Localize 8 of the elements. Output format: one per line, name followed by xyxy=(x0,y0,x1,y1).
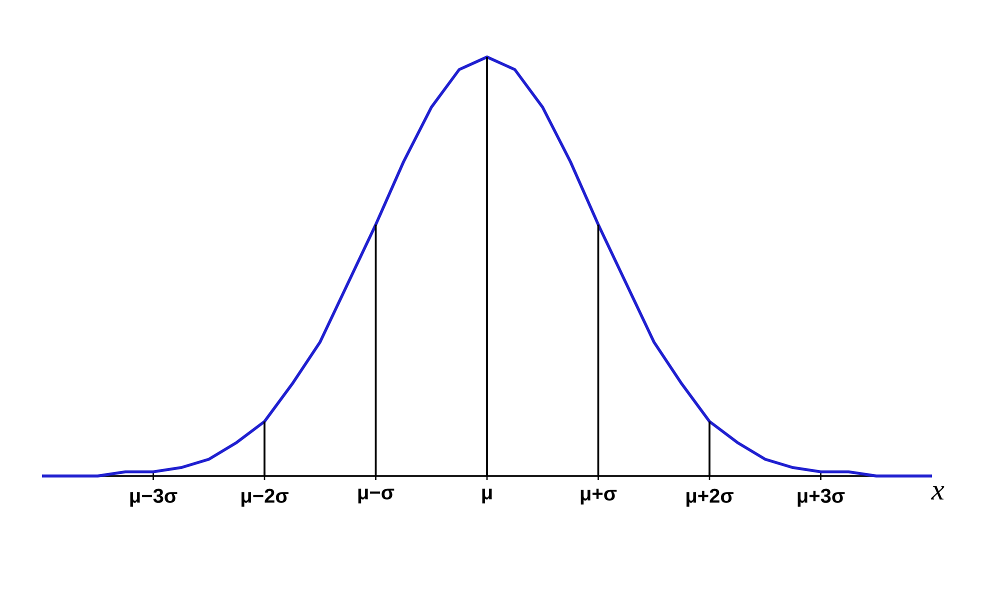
x-tick-label: μ+2σ xyxy=(686,488,734,507)
x-tick-label: μ+3σ xyxy=(798,488,845,507)
x-tick-label: μ xyxy=(482,488,492,504)
x-axis-title: x xyxy=(931,486,944,500)
x-tick-label: μ−2σ xyxy=(242,488,288,507)
x-tick-label: μ−3σ xyxy=(130,488,178,507)
x-tick-label: μ−σ xyxy=(358,488,394,504)
x-tick-label: μ+σ xyxy=(580,488,617,504)
